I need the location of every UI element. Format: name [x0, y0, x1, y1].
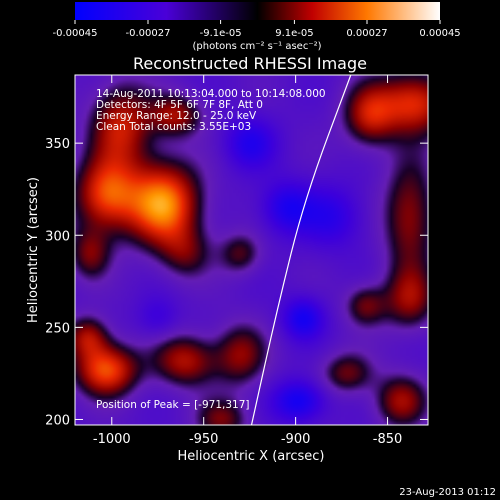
- colorbar-tick-label: -0.00045: [53, 28, 98, 39]
- y-tick-label: 250: [45, 321, 70, 336]
- x-tick-label: -900: [281, 432, 311, 447]
- heatmap-image: [75, 75, 428, 425]
- colorbar-units: (photons cm⁻² s⁻¹ asec⁻²): [192, 41, 321, 52]
- colorbar-tick-label: 9.1e-05: [275, 28, 313, 39]
- axis-ticks: -1000 -950 -900 -850 200 250 300 350: [45, 75, 428, 447]
- colorbar-ticks: -0.00045 -0.00027 -9.1e-05 9.1e-05 0.00027 0.…: [53, 20, 461, 39]
- y-axis-label: Heliocentric Y (arcsec): [26, 177, 41, 323]
- x-axis-label: Heliocentric X (arcsec): [178, 449, 325, 464]
- colorbar-tick-label: 0.00045: [419, 28, 460, 39]
- colorbar: -0.00045 -0.00027 -9.1e-05 9.1e-05 0.00027 0.…: [53, 2, 461, 52]
- x-tick-label: -1000: [93, 432, 131, 447]
- colorbar-tick-label: 0.00027: [346, 28, 387, 39]
- y-tick-label: 350: [45, 137, 70, 152]
- plot-frame: [74, 74, 429, 426]
- annotation-energy: Energy Range: 12.0 - 25.0 keV: [96, 110, 257, 122]
- x-tick-label: -850: [373, 432, 403, 447]
- plot-area: [75, 75, 428, 425]
- colorbar-tick-label: -9.1e-05: [200, 28, 242, 39]
- annotation-detectors: Detectors: 4F 5F 6F 7F 8F, Att 0: [96, 99, 263, 111]
- chart-title: Reconstructed RHESSI Image: [133, 54, 367, 73]
- y-tick-label: 200: [45, 413, 70, 428]
- x-tick-label: -950: [189, 432, 219, 447]
- annotation-clean: Clean Total counts: 3.55E+03: [96, 121, 251, 133]
- y-tick-label: 300: [45, 229, 70, 244]
- peak-position-label: Position of Peak = [-971,317]: [96, 399, 250, 411]
- annotation-time: 14-Aug-2011 10:13:04.000 to 10:14:08.000: [96, 88, 326, 100]
- colorbar-tick-label: -0.00027: [126, 28, 171, 39]
- solar-limb-curve: [250, 75, 352, 425]
- colorbar-gradient: [75, 2, 440, 20]
- footer-timestamp: 23-Aug-2013 01:12: [399, 487, 496, 498]
- annotation-block: 14-Aug-2011 10:13:04.000 to 10:14:08.000…: [96, 88, 326, 411]
